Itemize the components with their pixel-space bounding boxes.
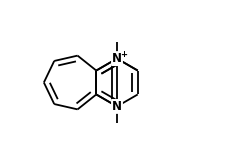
Text: +: + [120, 50, 127, 59]
Text: N: N [112, 52, 122, 65]
Text: N: N [112, 100, 122, 113]
